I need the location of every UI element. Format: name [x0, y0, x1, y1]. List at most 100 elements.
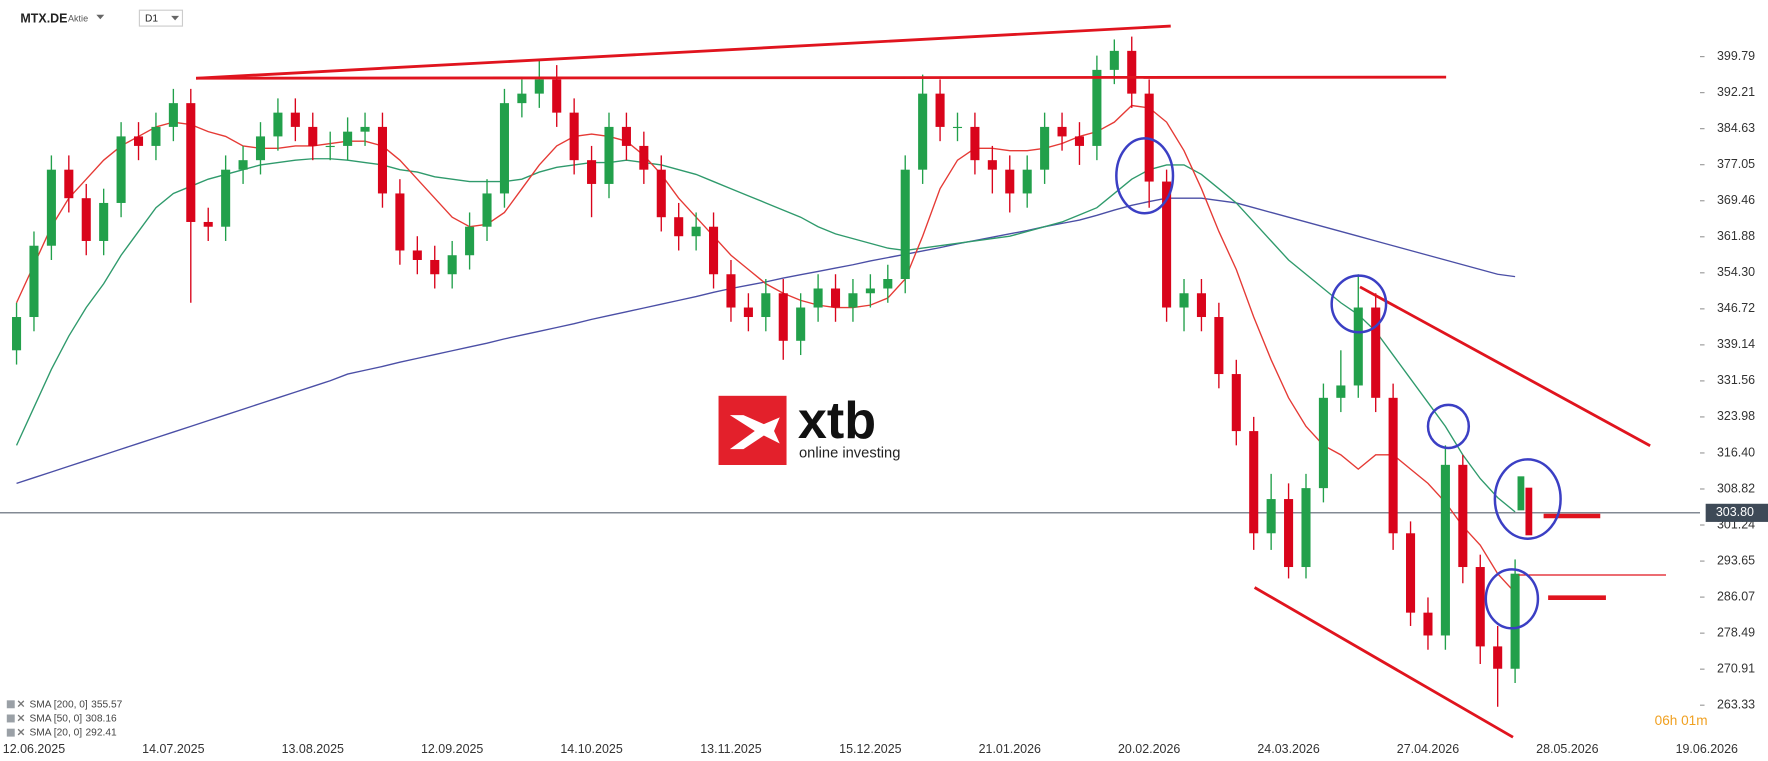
candle-body [883, 278, 893, 289]
timeframe[interactable]: D1 [145, 13, 158, 24]
candle-body [674, 217, 684, 237]
candle-body [865, 288, 875, 294]
y-tick-label: 399.79 [1717, 49, 1755, 63]
candle-body [1196, 293, 1206, 318]
candle-body [1406, 533, 1416, 613]
candle-body [447, 255, 457, 275]
candle-body [1214, 317, 1224, 375]
legend-value: 355.57 [91, 699, 122, 710]
candle-body [1057, 126, 1067, 137]
candle-body [1493, 646, 1503, 669]
candle-body [1388, 397, 1398, 534]
logo-brand: xtb [798, 392, 876, 450]
candle-body [1336, 385, 1346, 398]
candle-body [325, 145, 335, 148]
candle-body [1458, 464, 1468, 568]
y-tick-label: 369.46 [1717, 193, 1755, 207]
candle-body [918, 93, 928, 170]
candle-body [743, 307, 753, 318]
axes: 399.79 392.21 384.63 377.05 369.46 361.88 354.… [3, 49, 1768, 756]
candle-body [1127, 50, 1137, 94]
x-tick-label: 28.05.2026 [1536, 742, 1598, 756]
candle-body [81, 198, 91, 241]
candle-body [691, 226, 701, 237]
timeframe-dropdown[interactable] [171, 15, 180, 21]
y-tick-label: 354.30 [1717, 265, 1755, 279]
timeframe-select[interactable] [138, 9, 184, 27]
candle-body [1510, 573, 1520, 669]
x-tick-label: 12.06.2025 [3, 742, 65, 756]
candle-body [1266, 499, 1276, 534]
y-tick-label: 346.72 [1717, 301, 1755, 315]
legend-entry: SMA [50, 0] 308.16 [29, 713, 117, 724]
candle-body [587, 160, 597, 184]
candle-body [517, 93, 527, 104]
candle-body [1440, 464, 1450, 636]
candle-body [343, 131, 353, 146]
candle-body [360, 126, 370, 132]
highlight-circle [1493, 458, 1562, 540]
y-tick-label: 384.63 [1717, 121, 1755, 135]
y-tick-label: 323.98 [1717, 409, 1755, 423]
price-label: 303.80 [1716, 505, 1754, 519]
candle-body [430, 259, 440, 275]
logo-box [718, 395, 787, 465]
candle-body [935, 93, 945, 127]
channel-lower [1253, 586, 1514, 739]
candle-body [255, 136, 266, 161]
resistance-line [196, 75, 1447, 80]
x-tick-label: 14.07.2025 [142, 742, 204, 756]
candle-body [29, 245, 39, 318]
candle-body [1162, 181, 1172, 308]
scenario-candle [1517, 476, 1525, 511]
candle-body [1040, 126, 1050, 170]
candle-body [1423, 612, 1433, 636]
candle-body [621, 126, 631, 146]
legend-icon [6, 714, 15, 723]
y-tick-label: 293.65 [1717, 553, 1755, 567]
symbol[interactable]: MTX.DE [20, 12, 67, 26]
candle-body [1109, 50, 1119, 70]
legend-entry: SMA [200, 0] 355.57 [29, 699, 122, 710]
drawings [195, 24, 1666, 739]
x-tick-label: 14.10.2025 [560, 742, 622, 756]
scenario-candle [1525, 487, 1533, 536]
y-tick-label: 361.88 [1717, 229, 1755, 243]
x-tick-label: 24.03.2026 [1257, 742, 1319, 756]
candle-body [761, 293, 771, 318]
symbol-dropdown[interactable] [96, 14, 105, 20]
candle-body [12, 317, 22, 351]
candle-body [1353, 307, 1363, 386]
candle-body [796, 307, 806, 341]
legend-remove [17, 714, 25, 722]
legend-name: SMA [20, 0] [29, 727, 82, 738]
logo: xtb online investing [718, 392, 900, 465]
y-tick-label: 286.07 [1717, 589, 1755, 603]
y-tick-label: 270.91 [1717, 661, 1755, 675]
candle-body [848, 293, 858, 308]
sma-line [15, 158, 1516, 513]
legend-remove [17, 700, 25, 708]
candle-body [952, 126, 963, 129]
candle-body [604, 126, 614, 184]
legend-entry: SMA [20, 0] 292.41 [29, 727, 117, 738]
candle-body [1249, 431, 1259, 534]
legend-remove [17, 728, 25, 736]
candle-body [1022, 169, 1032, 194]
candle-body [482, 193, 492, 227]
legend: SMA [200, 0] 355.57 SMA [50, 0] 308.16 SMA [… [6, 699, 123, 738]
candle-body [116, 136, 126, 203]
candle-body [1284, 499, 1294, 568]
highlight-circle [1115, 137, 1175, 215]
price-label-box [1705, 503, 1768, 522]
candle-body [290, 112, 300, 127]
candle-body [1318, 397, 1328, 489]
legend-icon [6, 728, 15, 737]
candle-body [900, 169, 910, 279]
y-tick-label: 278.49 [1717, 625, 1755, 639]
x-tick-label: 12.09.2025 [421, 742, 483, 756]
candle-body [569, 112, 579, 161]
candle-body [151, 126, 161, 146]
candle-body [395, 193, 405, 251]
candle-body [656, 169, 666, 218]
